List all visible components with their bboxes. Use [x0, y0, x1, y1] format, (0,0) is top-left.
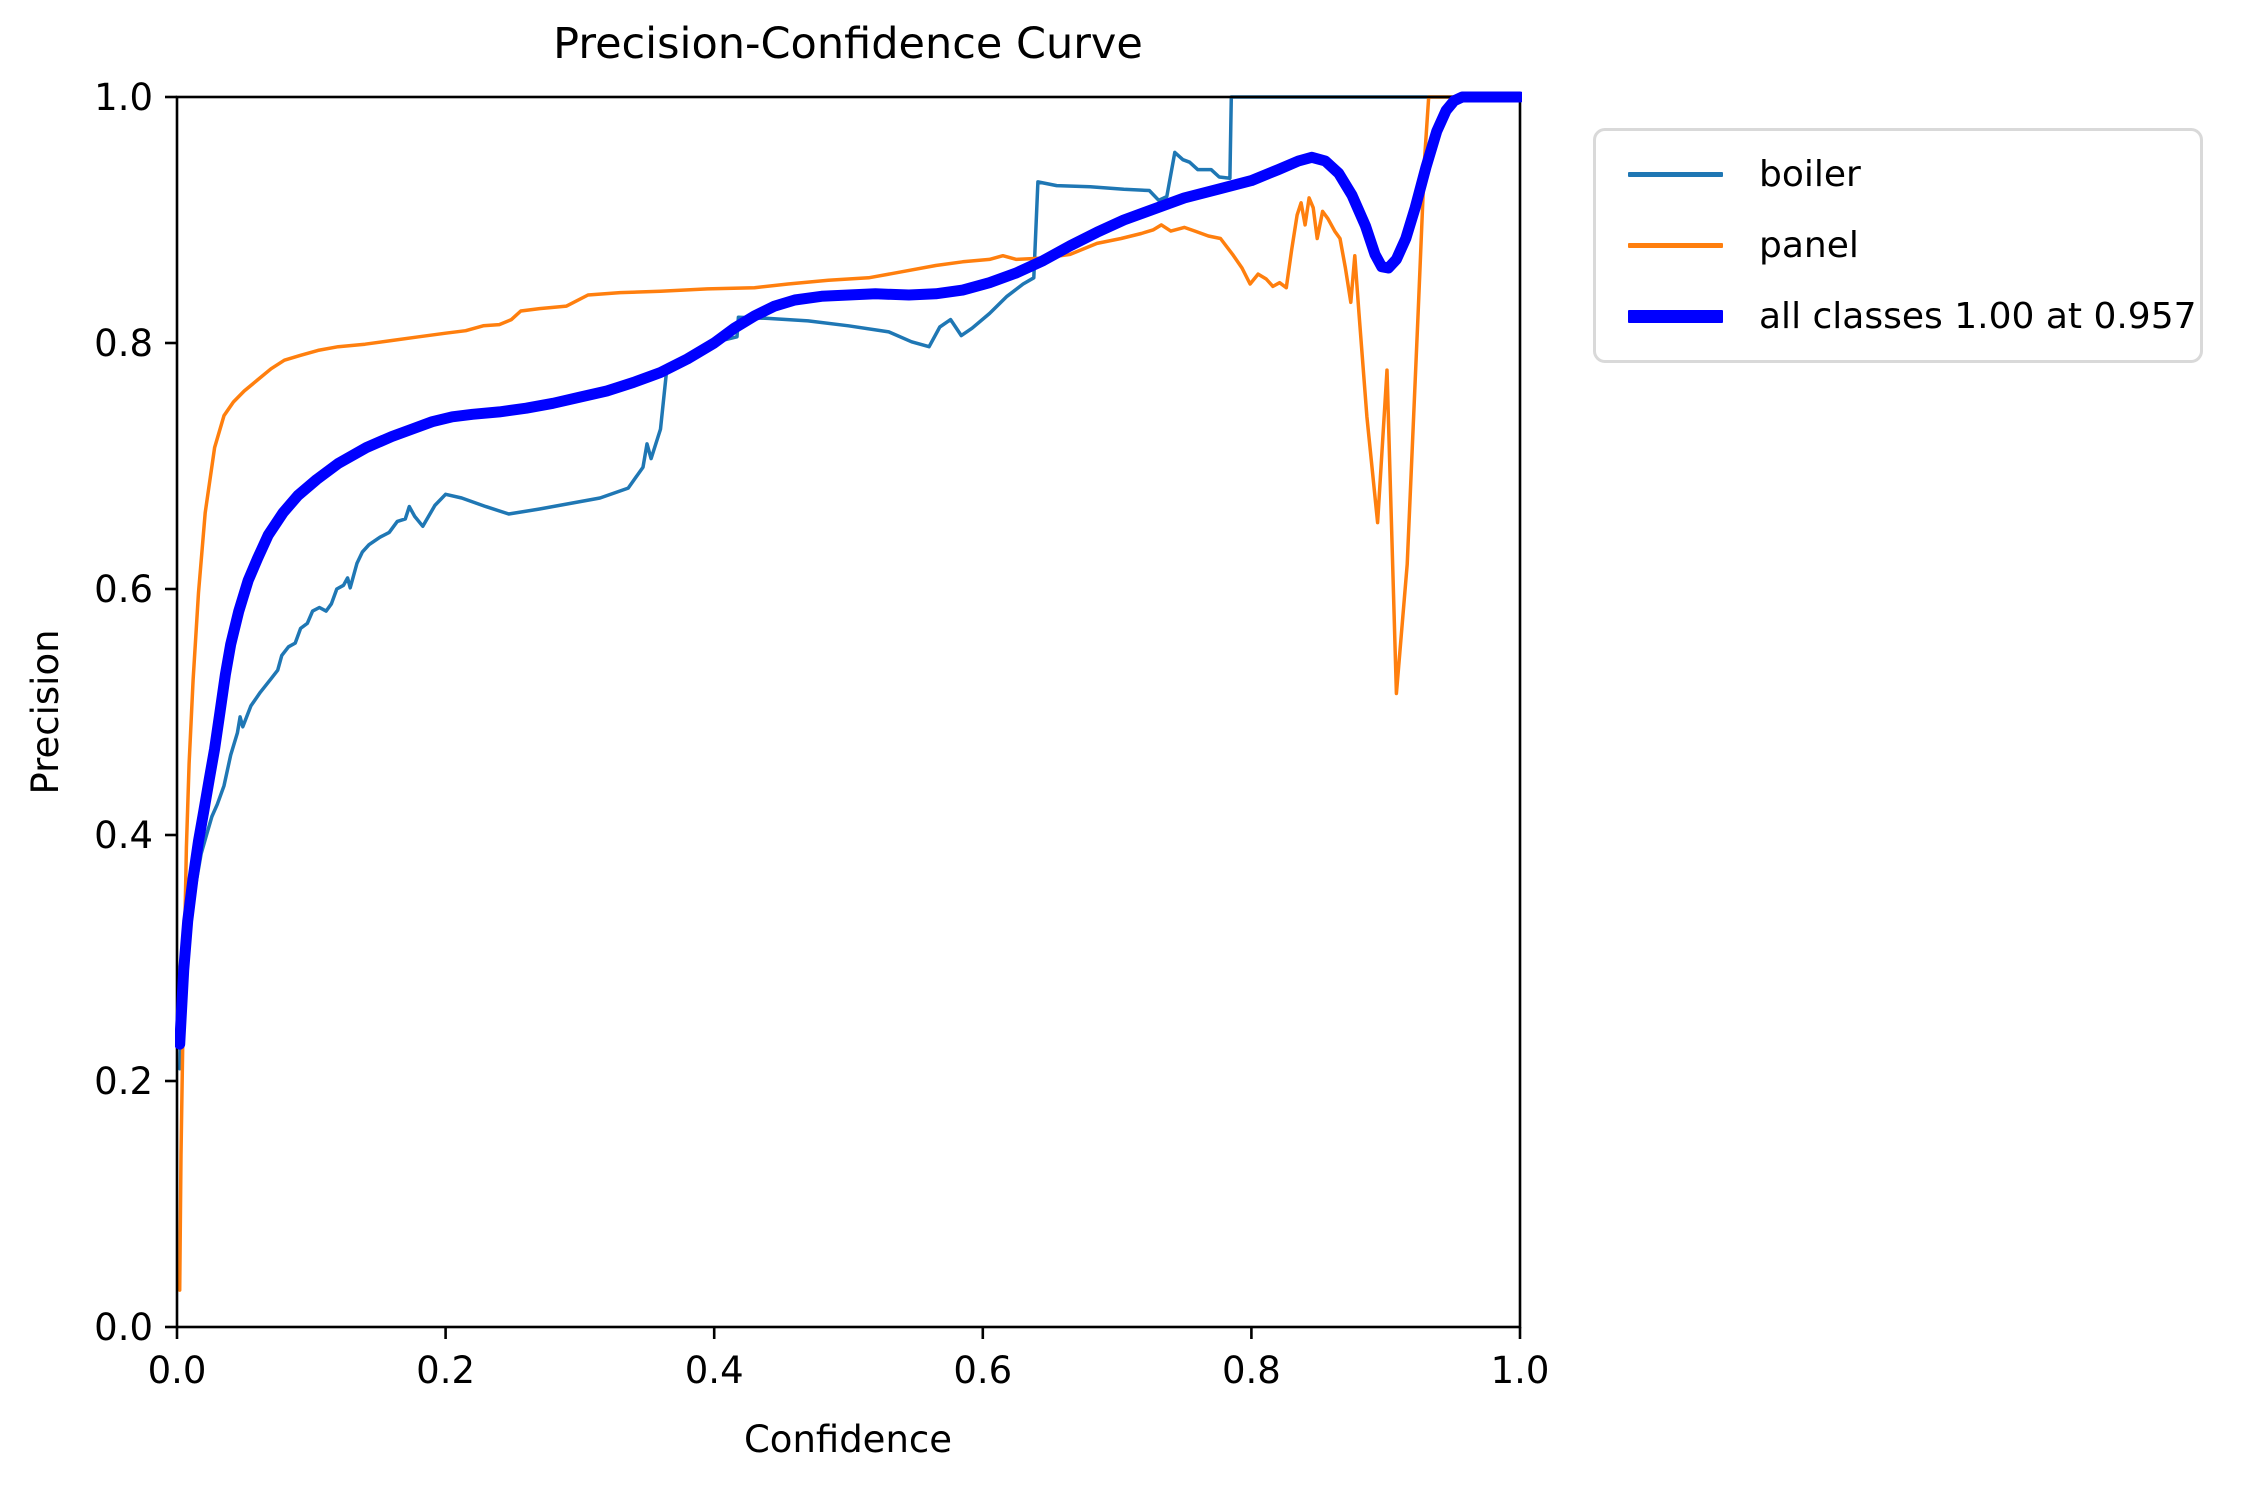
legend-label: all classes 1.00 at 0.957 [1759, 295, 2197, 337]
y-tick-label: 0.2 [94, 1060, 153, 1103]
y-tick-label: 0.4 [94, 814, 153, 857]
legend-line-swatch [1628, 310, 1723, 323]
x-tick-label: 0.8 [1222, 1349, 1281, 1392]
y-tick-label: 1.0 [94, 76, 153, 119]
legend-item: panel [1596, 224, 2200, 266]
y-tick-label: 0.0 [94, 1306, 153, 1349]
x-axis-label: Confidence [744, 1418, 952, 1461]
legend: boiler panel all classes 1.00 at 0.957 [1593, 128, 2203, 363]
axes-layer: 0.0 0.2 0.4 0.6 0.8 1.0 0.0 0.2 0.4 0.6 0.8 1.0 [94, 76, 1549, 1392]
legend-label: boiler [1759, 153, 1861, 195]
series-panel [177, 95, 1522, 1292]
thick-series-group [175, 91, 1522, 1050]
x-tick-label: 0.0 [148, 1349, 207, 1392]
legend-item: boiler [1596, 153, 2200, 195]
y-axis-label: Precision [24, 629, 67, 794]
y-tick-label: 0.8 [94, 322, 153, 365]
legend-item: all classes 1.00 at 0.957 [1596, 295, 2200, 337]
x-tick-label: 0.4 [685, 1349, 744, 1392]
series-boiler [177, 95, 1522, 1071]
y-tick-label: 0.6 [94, 568, 153, 611]
chart-title: Precision-Confidence Curve [553, 19, 1143, 69]
x-tick-label: 0.6 [953, 1349, 1012, 1392]
plot-frame [175, 95, 1522, 1329]
x-tick-label: 0.2 [416, 1349, 475, 1392]
legend-label: panel [1759, 224, 1859, 266]
x-tick-label: 1.0 [1491, 1349, 1550, 1392]
thin-series-group [177, 95, 1522, 1292]
legend-line-swatch [1628, 243, 1723, 248]
series-all [175, 91, 1522, 1050]
legend-line-swatch [1628, 172, 1723, 177]
